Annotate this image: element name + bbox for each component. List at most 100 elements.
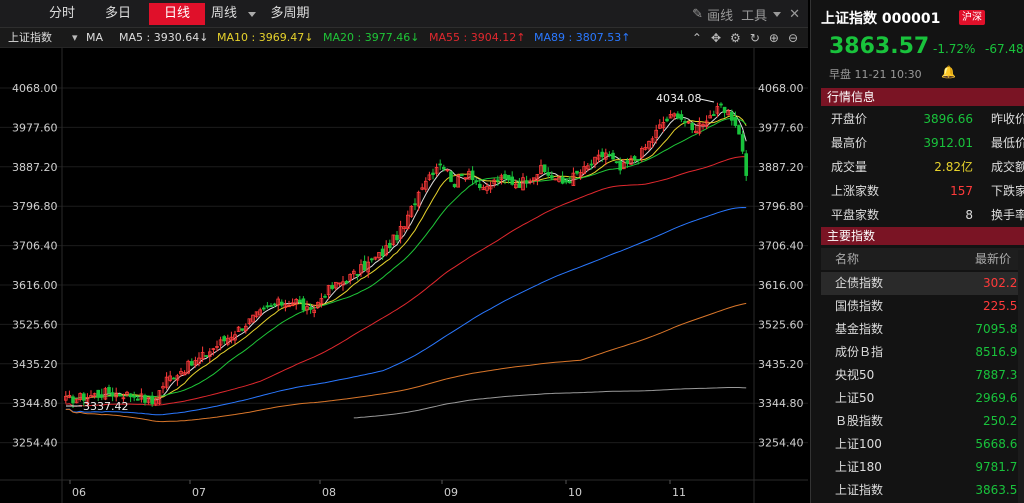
- candle-body: [229, 336, 234, 341]
- candle-body: [215, 346, 219, 348]
- candle-body: [441, 166, 446, 170]
- candle-body: [546, 172, 550, 176]
- indicator-type[interactable]: MA: [86, 31, 104, 44]
- chevron-up-icon[interactable]: ⌃: [691, 31, 702, 45]
- candle-body: [730, 111, 734, 121]
- tab-weekly[interactable]: 周线: [210, 6, 237, 21]
- candle-body: [413, 203, 417, 206]
- index-row[interactable]: 基金指数 7095.81: [821, 318, 1024, 341]
- candle-body: [211, 348, 216, 351]
- quote-value: 8: [965, 208, 973, 222]
- indicator-dropdown-icon[interactable]: ▾: [72, 31, 78, 44]
- candle-body: [197, 357, 201, 365]
- candle-body: [701, 124, 705, 126]
- index-row[interactable]: 上证50 2969.65: [821, 387, 1024, 410]
- candle-body: [571, 172, 576, 186]
- tab-multi-period[interactable]: 多周期: [270, 6, 310, 21]
- candle-body: [71, 396, 75, 404]
- close-button[interactable]: ✕: [789, 7, 800, 22]
- candle-body: [100, 394, 104, 398]
- index-row[interactable]: 上证100 5668.63: [821, 433, 1024, 456]
- tab-multi-day[interactable]: 多日: [104, 6, 131, 21]
- y-tick-label: 3525.60: [758, 318, 804, 331]
- scrollbar[interactable]: [1018, 250, 1024, 503]
- candle-body: [369, 258, 374, 261]
- candle-body: [560, 176, 565, 184]
- candle-body: [564, 180, 568, 183]
- candle-body: [193, 360, 198, 366]
- index-price: 2969.65: [975, 391, 1024, 405]
- candle-body: [265, 305, 270, 308]
- candle-body: [294, 298, 298, 305]
- indicator-bar: 上证指数 ▾ MA MA5 : 3930.64↓ MA10 : 3969.47↓…: [0, 28, 808, 48]
- index-row[interactable]: 央视50 7887.39: [821, 364, 1024, 387]
- y-tick-label: 3706.40: [12, 240, 58, 253]
- refresh-icon[interactable]: ↻: [749, 31, 760, 45]
- gear-icon[interactable]: ⚙: [730, 31, 741, 45]
- candle-body: [618, 161, 622, 171]
- draw-line-button[interactable]: ✎ 画线: [692, 5, 733, 24]
- candle-body: [78, 393, 83, 400]
- quote-label-2: 最低价: [991, 136, 1024, 150]
- index-section-header: 主要指数: [821, 227, 1024, 245]
- kline-chart[interactable]: 4068.00 3977.60 3887.20 3796.80 3706.40 3616.…: [0, 48, 808, 503]
- candle-body: [118, 393, 122, 397]
- candle-body: [690, 122, 694, 131]
- candle-body: [96, 389, 101, 398]
- y-tick-label: 3796.80: [758, 200, 804, 213]
- candle-body: [593, 156, 597, 165]
- candle-body: [362, 260, 367, 271]
- y-tick-label: 3977.60: [758, 121, 804, 134]
- candle-body: [420, 187, 424, 190]
- quote-value: 157: [950, 184, 973, 198]
- candle-body: [438, 163, 442, 166]
- candle-body: [319, 298, 324, 305]
- candle-body: [175, 375, 180, 381]
- candle-body: [456, 175, 460, 188]
- index-name: 国债指数: [835, 299, 884, 313]
- candle-body: [261, 307, 266, 310]
- ma20-value: MA20 : 3977.46↓: [323, 31, 420, 44]
- candle-body: [326, 285, 331, 296]
- candle-body: [254, 311, 259, 318]
- candle-body: [110, 392, 115, 397]
- tab-daily[interactable]: 日线: [149, 3, 205, 25]
- candle-body: [704, 120, 709, 127]
- tools-menu-button[interactable]: 工具: [741, 5, 782, 24]
- quote-label-2: 换手率: [991, 208, 1024, 222]
- y-tick-label: 3887.20: [12, 161, 58, 174]
- candle-body: [283, 303, 288, 308]
- candle-body: [341, 281, 345, 286]
- quote-panel: 上证指数 000001 沪深 3863.57 -1.72% -67.48 早盘 …: [810, 0, 1024, 503]
- quote-row: 开盘价 3896.66 昨收价: [821, 107, 1024, 131]
- candle-body: [82, 393, 86, 401]
- index-row[interactable]: 上证180 9781.76: [821, 456, 1024, 479]
- index-row[interactable]: 上证指数 3863.57: [821, 479, 1024, 502]
- candle-body: [733, 116, 738, 126]
- candle-body: [279, 301, 284, 306]
- zoom-in-icon[interactable]: ⊕: [768, 31, 779, 45]
- candle-body: [323, 295, 327, 298]
- period-tab-bar: 分时 多日 日线 周线 多周期 ✎ 画线 工具 ✕: [0, 0, 808, 28]
- candle-body: [495, 179, 500, 182]
- tab-intraday[interactable]: 分时: [48, 6, 75, 21]
- candle-body: [330, 285, 334, 289]
- y-tick-label: 3706.40: [758, 240, 804, 253]
- bell-icon[interactable]: 🔔: [941, 65, 956, 79]
- move-icon[interactable]: ✥: [710, 31, 722, 45]
- candle-body: [578, 172, 583, 177]
- index-row[interactable]: 国债指数 225.54: [821, 295, 1024, 318]
- zoom-out-icon[interactable]: ⊖: [787, 31, 798, 45]
- index-row[interactable]: Ｂ股指数 250.29: [821, 410, 1024, 433]
- index-row[interactable]: 成份Ｂ指 8516.99: [821, 341, 1024, 364]
- candle-body: [528, 180, 532, 183]
- candle-body: [485, 186, 489, 191]
- index-price: 5668.63: [975, 437, 1024, 451]
- low-price-label: 3337.42: [83, 400, 129, 413]
- candle-body: [132, 395, 137, 398]
- candle-body: [477, 183, 482, 188]
- x-tick-label: 10: [568, 486, 582, 499]
- chevron-down-icon[interactable]: [248, 12, 256, 17]
- candle-body: [179, 370, 183, 375]
- index-row[interactable]: 企债指数 302.22: [821, 272, 1024, 295]
